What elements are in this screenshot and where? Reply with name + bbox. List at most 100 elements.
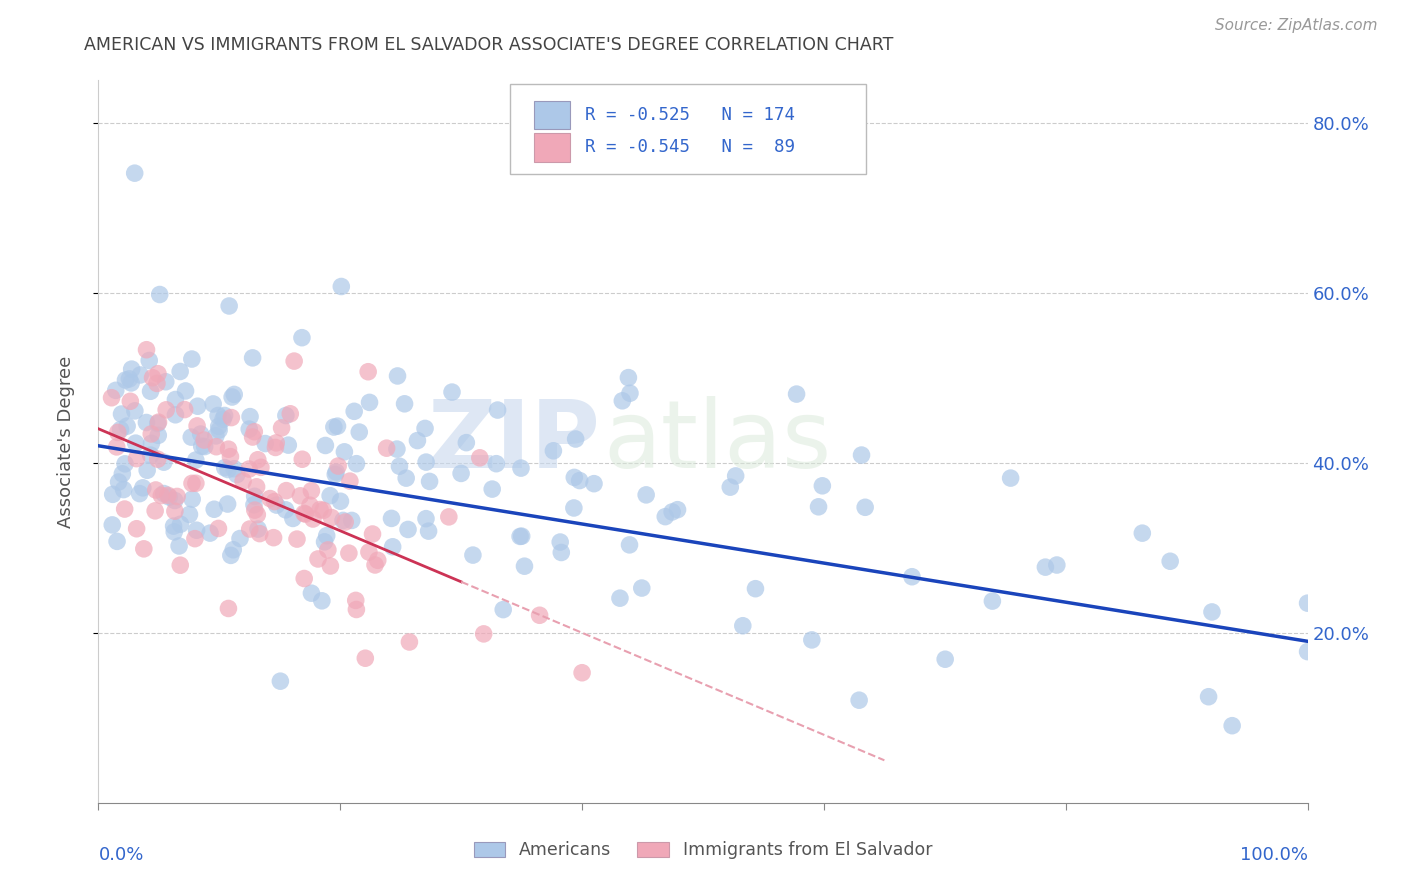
Point	[238, 422, 260, 436]
Point	[529, 608, 551, 623]
Point	[321, 510, 343, 524]
Point	[302, 512, 325, 526]
Point	[120, 376, 142, 390]
Point	[328, 458, 350, 473]
Point	[309, 502, 332, 516]
Point	[129, 368, 152, 382]
Point	[193, 433, 215, 447]
Point	[101, 487, 124, 501]
Point	[221, 410, 243, 425]
Point	[619, 386, 641, 401]
Point	[666, 502, 689, 516]
Point	[333, 445, 356, 459]
Y-axis label: Associate's Degree: Associate's Degree	[56, 355, 75, 528]
Point	[807, 500, 830, 514]
Point	[330, 279, 353, 293]
Point	[115, 419, 138, 434]
Point	[1220, 719, 1243, 733]
Point	[339, 474, 361, 488]
Point	[202, 502, 225, 516]
Point	[582, 476, 605, 491]
Point	[186, 523, 208, 537]
Point	[375, 441, 398, 455]
Point	[156, 488, 179, 502]
Point	[173, 402, 195, 417]
Point	[292, 572, 315, 586]
Point	[901, 570, 924, 584]
Point	[786, 387, 808, 401]
Point	[162, 519, 184, 533]
Point	[146, 417, 169, 431]
Point	[492, 602, 515, 616]
Point	[323, 467, 346, 482]
Point	[249, 526, 271, 541]
Point	[180, 352, 202, 367]
Point	[718, 480, 741, 494]
Point	[312, 503, 335, 517]
Point	[190, 427, 212, 442]
Point	[636, 488, 658, 502]
Point	[121, 362, 143, 376]
Point	[186, 418, 208, 433]
Point	[340, 513, 363, 527]
Point	[332, 513, 354, 527]
Point	[419, 475, 441, 489]
Point	[125, 451, 148, 466]
Point	[344, 602, 367, 616]
Point	[562, 470, 585, 484]
Point	[263, 494, 285, 508]
Point	[406, 434, 429, 448]
Point	[153, 455, 176, 469]
Point	[141, 436, 163, 450]
Point	[319, 559, 342, 574]
Point	[307, 552, 329, 566]
Text: ZIP: ZIP	[427, 395, 600, 488]
Point	[218, 299, 240, 313]
Point	[155, 402, 177, 417]
Point	[207, 521, 229, 535]
Point	[218, 442, 240, 457]
Point	[1000, 471, 1022, 485]
FancyBboxPatch shape	[509, 84, 866, 174]
Point	[128, 486, 150, 500]
Point	[169, 364, 191, 378]
Point	[169, 517, 191, 532]
Point	[851, 448, 873, 462]
Point	[1296, 596, 1319, 610]
Point	[848, 693, 870, 707]
Point	[239, 522, 262, 536]
Text: Source: ZipAtlas.com: Source: ZipAtlas.com	[1215, 18, 1378, 33]
Point	[314, 534, 336, 549]
Point	[396, 523, 419, 537]
Point	[219, 549, 242, 563]
Point	[385, 442, 408, 456]
Point	[139, 384, 162, 399]
Point	[254, 436, 277, 450]
Point	[415, 511, 437, 525]
Point	[276, 483, 298, 498]
Point	[811, 479, 834, 493]
Point	[217, 601, 239, 615]
Point	[437, 509, 460, 524]
Point	[224, 387, 246, 401]
Point	[354, 651, 377, 665]
Point	[146, 376, 169, 391]
Point	[224, 462, 246, 476]
Point	[513, 559, 536, 574]
Point	[509, 529, 531, 543]
Point	[264, 436, 287, 450]
Point	[263, 531, 285, 545]
Point	[468, 450, 491, 465]
Point	[357, 365, 380, 379]
Point	[243, 489, 266, 503]
Point	[222, 542, 245, 557]
Point	[291, 452, 314, 467]
Point	[207, 409, 229, 423]
Point	[125, 436, 148, 450]
Point	[398, 635, 420, 649]
Point	[111, 467, 134, 481]
Point	[259, 491, 281, 506]
Point	[229, 532, 252, 546]
Point	[114, 373, 136, 387]
Point	[274, 409, 297, 423]
